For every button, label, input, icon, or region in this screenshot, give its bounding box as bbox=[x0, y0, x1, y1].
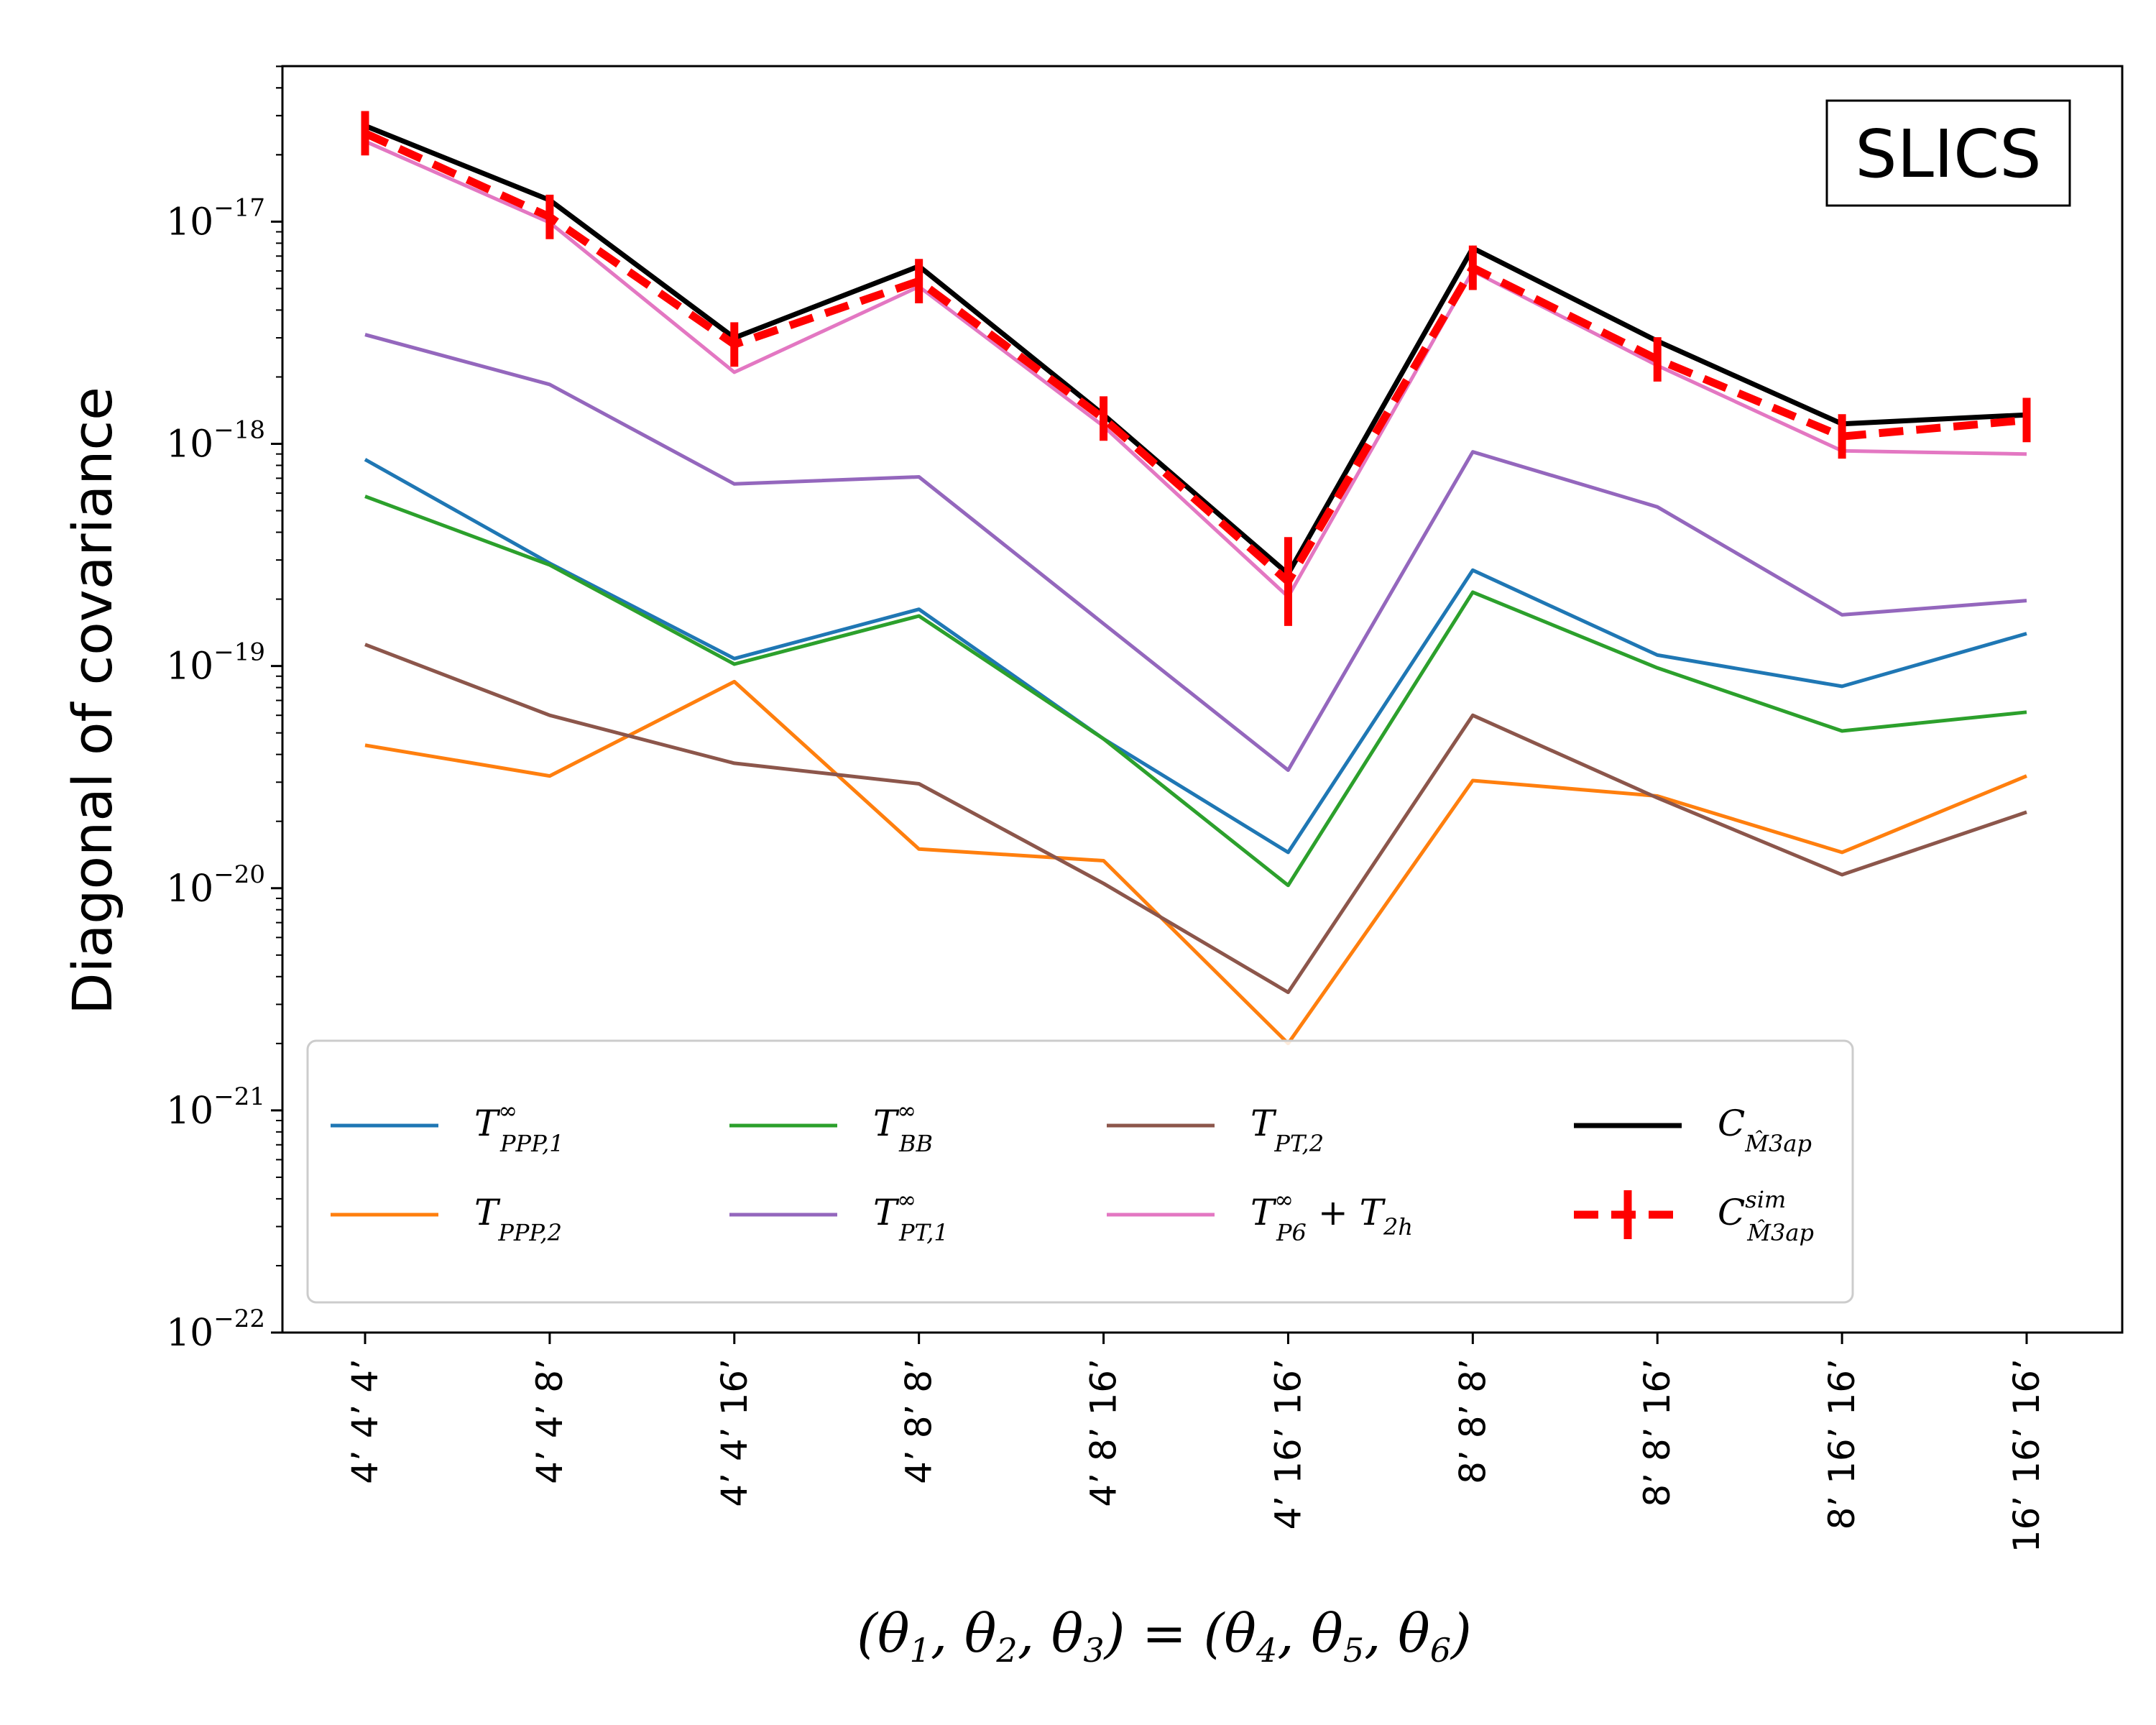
series-line bbox=[364, 643, 2027, 995]
x-tick-label: 4’ 4’ 4’ bbox=[344, 1358, 386, 1484]
series-line bbox=[364, 139, 2027, 599]
x-axis-ticks: 4’ 4’ 4’ 4’ 4’ 8’ 4’ 4’ 16’ 4’ 8’ 8’ 4’ 8’ 1… bbox=[344, 1333, 2047, 1552]
x-axis-title: (θ1, θ2, θ3) = (θ4, θ5, θ6) bbox=[857, 1603, 1472, 1670]
y-axis-ticks: 10−22 10−21 10−20 10−19 10−18 10−17 bbox=[166, 65, 282, 1355]
legend-box bbox=[306, 1039, 1854, 1304]
x-tick-label: 8’ 16’ 16’ bbox=[1821, 1358, 1863, 1530]
legend-label: T∞ P6 + T2h bbox=[1250, 1186, 1413, 1246]
plot-area bbox=[281, 65, 2124, 1334]
y-tick-label: 10−19 bbox=[166, 638, 265, 689]
series-lines bbox=[361, 111, 2031, 1046]
badge-label: SLICS bbox=[1855, 116, 2041, 193]
x-tick-label: 4’ 4’ 16’ bbox=[714, 1358, 755, 1507]
series-line bbox=[363, 129, 2027, 586]
series-line bbox=[364, 333, 2027, 772]
legend-label: T∞ PPP,1 bbox=[474, 1097, 564, 1157]
legend-label: T∞ BB bbox=[873, 1097, 933, 1157]
y-tick-label: 10−18 bbox=[166, 416, 265, 466]
legend-label: T∞ PT,1 bbox=[873, 1186, 949, 1246]
series-line bbox=[364, 679, 2027, 1046]
y-tick-label: 10−17 bbox=[166, 193, 265, 244]
series-line bbox=[364, 458, 2027, 855]
x-tick-label: 16’ 16’ 16’ bbox=[2006, 1358, 2047, 1552]
x-tick-label: 4’ 8’ 16’ bbox=[1083, 1358, 1125, 1507]
legend-label: Csim M̂3ap bbox=[1718, 1186, 1814, 1246]
badge-box bbox=[1825, 99, 2071, 207]
series-line bbox=[364, 123, 2027, 576]
y-tick-label: 10−21 bbox=[166, 1082, 265, 1133]
legend: T∞ PPP,1 TPPP,2 T∞ BB T∞ PT,1 TPT,2 T∞ P6 + … bbox=[306, 1039, 1854, 1304]
x-tick-label: 8’ 8’ 16’ bbox=[1636, 1358, 1678, 1507]
y-tick-label: 10−20 bbox=[166, 860, 265, 911]
y-tick-label: 10−22 bbox=[166, 1305, 265, 1355]
x-tick-label: 4’ 4’ 8’ bbox=[529, 1358, 571, 1484]
x-tick-label: 8’ 8’ 8’ bbox=[1452, 1358, 1493, 1484]
legend-label: TPT,2 bbox=[1250, 1103, 1324, 1157]
legend-label: CM̂3ap bbox=[1718, 1103, 1812, 1157]
x-tick-label: 4’ 16’ 16’ bbox=[1267, 1358, 1309, 1530]
x-tick-label: 4’ 8’ 8’ bbox=[898, 1358, 940, 1484]
legend-label: TPPP,2 bbox=[474, 1192, 562, 1246]
y-axis-title: Diagonal of covariance bbox=[60, 387, 124, 1015]
series-line bbox=[364, 494, 2027, 888]
